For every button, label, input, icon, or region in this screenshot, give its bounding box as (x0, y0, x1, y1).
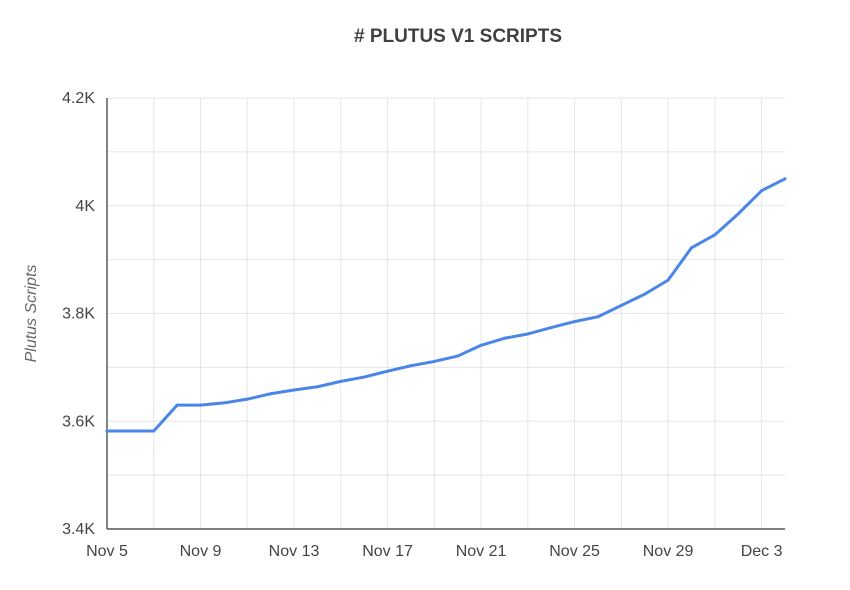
data-point (105, 429, 109, 433)
data-point (666, 278, 670, 282)
data-point (526, 332, 530, 336)
data-point (128, 429, 132, 433)
data-point (479, 343, 483, 347)
data-point (315, 385, 319, 389)
data-point (596, 315, 600, 319)
x-tick-label: Nov 29 (643, 543, 694, 560)
data-point (783, 177, 787, 181)
data-point (736, 212, 740, 216)
data-point (339, 379, 343, 383)
data-point (760, 189, 764, 193)
grid (106, 97, 785, 530)
y-tick-label: 3.8K (62, 306, 95, 323)
data-point (292, 388, 296, 392)
x-tick-label: Nov 5 (86, 543, 128, 560)
data-point (362, 375, 366, 379)
data-point (222, 401, 226, 405)
data-point (409, 364, 413, 368)
data-point (386, 369, 390, 373)
x-tick-label: Nov 9 (180, 543, 222, 560)
data-point (689, 246, 693, 250)
data-point (643, 292, 647, 296)
x-tick-label: Nov 21 (456, 543, 507, 560)
series-line (105, 177, 787, 433)
y-axis-ticks: 3.4K 3.6K 3.8K 4K 4.2K (62, 90, 95, 538)
data-point (713, 233, 717, 237)
data-point (432, 359, 436, 363)
x-tick-label: Dec 3 (741, 543, 783, 560)
series-layer (105, 177, 787, 433)
y-tick-label: 3.6K (62, 413, 95, 430)
data-point (175, 403, 179, 407)
x-tick-label: Nov 25 (549, 543, 600, 560)
data-point (619, 303, 623, 307)
data-point (152, 429, 156, 433)
data-point (502, 336, 506, 340)
data-point (549, 326, 553, 330)
data-point (269, 392, 273, 396)
y-tick-label: 4K (75, 198, 95, 215)
x-axis-ticks: Nov 5 Nov 9 Nov 13 Nov 17 Nov 21 Nov 25 Nov 29… (86, 543, 783, 560)
data-point (456, 354, 460, 358)
y-tick-label: 4.2K (62, 90, 95, 107)
data-point (199, 403, 203, 407)
data-point (573, 320, 577, 324)
x-tick-label: Nov 13 (269, 543, 320, 560)
x-tick-label: Nov 17 (362, 543, 413, 560)
y-tick-label: 3.4K (62, 521, 95, 538)
data-points (105, 177, 787, 433)
data-point (245, 397, 249, 401)
chart-title: # PLUTUS V1 SCRIPTS (354, 26, 562, 47)
y-axis-title: Plutus Scripts (23, 265, 40, 363)
